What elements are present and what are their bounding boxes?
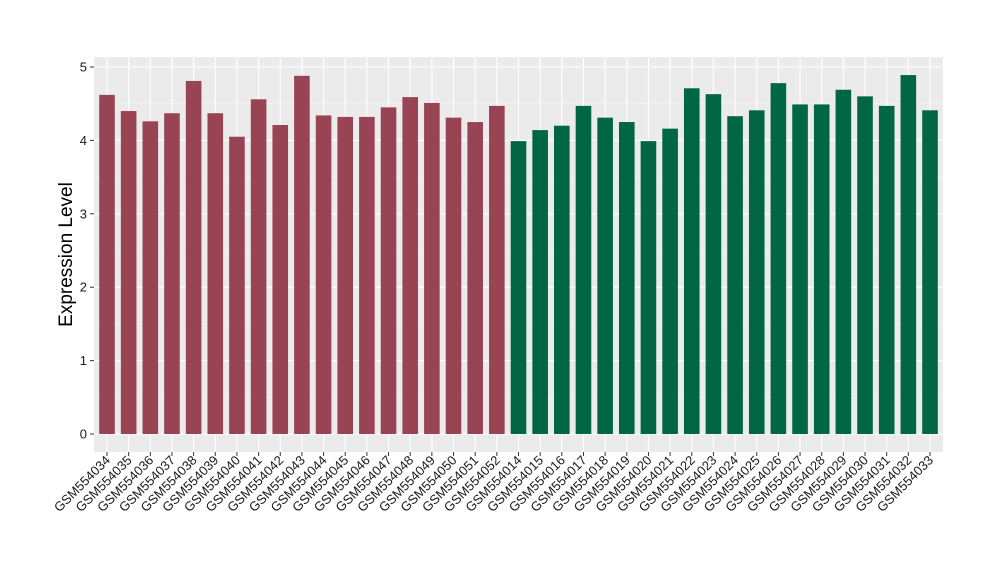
bar-GSM554046 (359, 116, 375, 435)
bar-GSM554033 (922, 110, 938, 434)
bar-GSM554042 (272, 124, 289, 435)
bar-GSM554026 (770, 83, 787, 434)
y-tick-label: 4 (80, 133, 87, 148)
bar-GSM554043 (294, 75, 310, 435)
bar-GSM554035 (120, 111, 137, 434)
bar-GSM554036 (142, 121, 159, 434)
bar-GSM554034 (99, 94, 115, 434)
bar-GSM554025 (748, 110, 765, 434)
bar-GSM554041 (250, 99, 267, 435)
bar-GSM554027 (792, 104, 808, 435)
bar-GSM554020 (640, 141, 657, 434)
bar-GSM554023 (705, 94, 722, 435)
bar-GSM554045 (337, 116, 354, 435)
bar-GSM554028 (813, 104, 830, 435)
bar-GSM554016 (554, 125, 570, 434)
bar-GSM554018 (597, 117, 613, 435)
bar-GSM554048 (402, 97, 419, 435)
bar-GSM554049 (424, 102, 440, 434)
y-axis-title: Expression Level (56, 182, 77, 327)
bar-GSM554022 (683, 88, 700, 434)
bar-GSM554031 (878, 105, 895, 434)
y-tick-label: 1 (80, 353, 87, 368)
bar-GSM554029 (835, 89, 852, 434)
bar-GSM554024 (727, 116, 743, 434)
bar-GSM554047 (380, 107, 397, 435)
bars (99, 75, 938, 435)
y-tick-label: 0 (80, 427, 87, 442)
bar-GSM554051 (467, 122, 483, 435)
y-tick-label: 2 (80, 280, 87, 295)
bar-GSM554038 (185, 80, 202, 435)
bar-GSM554017 (575, 105, 592, 434)
bar-GSM554040 (229, 136, 245, 435)
bar-GSM554039 (207, 113, 224, 434)
y-tick-label: 5 (80, 60, 87, 75)
bar-GSM554021 (662, 128, 678, 434)
bar-GSM554037 (164, 113, 180, 434)
bar-GSM554030 (857, 96, 873, 435)
bar-GSM554015 (532, 130, 548, 434)
y-axis: 0 1 2 3 4 5 (80, 60, 94, 442)
y-tick-label: 3 (80, 206, 87, 221)
bar-GSM554032 (900, 75, 917, 434)
bar-GSM554050 (445, 117, 462, 435)
x-axis: GSM554034GSM554035GSM554036GSM554037GSM5… (51, 452, 936, 515)
bar-GSM554044 (315, 115, 332, 434)
bar-GSM554014 (510, 141, 527, 434)
bar-GSM554052 (489, 105, 505, 434)
bar-GSM554019 (618, 122, 635, 435)
